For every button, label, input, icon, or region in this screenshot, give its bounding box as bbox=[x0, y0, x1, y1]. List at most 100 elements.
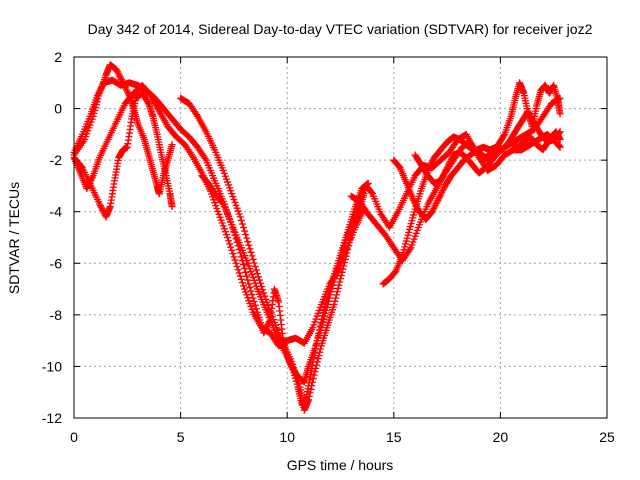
data-point bbox=[529, 117, 537, 125]
y-tick-label: 2 bbox=[54, 49, 62, 65]
data-point bbox=[330, 301, 338, 309]
data-point bbox=[248, 291, 256, 299]
y-tick-label: -12 bbox=[42, 410, 62, 426]
x-tick-label: 20 bbox=[493, 429, 509, 445]
data-point bbox=[324, 301, 332, 309]
data-point bbox=[447, 156, 455, 164]
data-point bbox=[350, 216, 358, 224]
data-point bbox=[98, 82, 106, 90]
data-point bbox=[237, 253, 245, 261]
data-point bbox=[333, 288, 341, 296]
data-point bbox=[84, 181, 92, 189]
data-point bbox=[441, 169, 449, 177]
data-point bbox=[368, 189, 376, 197]
data-point bbox=[88, 175, 96, 183]
data-point bbox=[97, 203, 105, 211]
data-point bbox=[327, 288, 335, 296]
data-point bbox=[328, 284, 336, 292]
data-point bbox=[442, 165, 450, 173]
data-point bbox=[232, 259, 240, 267]
data-point bbox=[244, 276, 252, 284]
data-point bbox=[236, 249, 244, 257]
data-point bbox=[234, 266, 242, 274]
data-point bbox=[264, 321, 272, 329]
y-tick-label: -4 bbox=[50, 204, 63, 220]
series-9 bbox=[390, 107, 564, 223]
data-point bbox=[94, 90, 102, 98]
data-point bbox=[311, 368, 319, 376]
series-10 bbox=[411, 128, 564, 187]
data-point bbox=[308, 382, 316, 390]
data-point bbox=[438, 175, 446, 183]
data-point bbox=[410, 196, 418, 204]
data-point bbox=[239, 261, 247, 269]
data-point bbox=[337, 272, 345, 280]
data-point bbox=[436, 192, 444, 200]
data-point bbox=[500, 132, 508, 140]
data-point bbox=[527, 114, 535, 122]
data-point bbox=[426, 163, 434, 171]
data-point bbox=[241, 264, 249, 272]
data-point bbox=[231, 256, 239, 264]
data-point bbox=[93, 92, 101, 100]
data-point bbox=[432, 200, 440, 208]
data-point bbox=[168, 203, 176, 211]
data-point bbox=[236, 213, 244, 221]
data-point bbox=[246, 245, 254, 253]
data-point bbox=[409, 195, 417, 203]
y-tick-label: -6 bbox=[50, 255, 63, 271]
data-point bbox=[527, 112, 535, 120]
data-point bbox=[233, 263, 241, 271]
data-point bbox=[238, 257, 246, 265]
data-point bbox=[243, 234, 251, 242]
data-point bbox=[446, 157, 454, 165]
data-point bbox=[434, 196, 442, 204]
data-point bbox=[439, 172, 447, 180]
data-point bbox=[224, 234, 232, 241]
data-point bbox=[116, 72, 124, 80]
data-point bbox=[427, 160, 435, 168]
data-point bbox=[305, 396, 313, 404]
data-point bbox=[229, 224, 237, 232]
data-point bbox=[445, 161, 453, 169]
data-point bbox=[349, 218, 357, 226]
data-point bbox=[352, 212, 360, 220]
data-point bbox=[95, 88, 103, 96]
data-point bbox=[228, 246, 236, 254]
data-point bbox=[258, 282, 266, 290]
data-point bbox=[556, 143, 564, 151]
data-point bbox=[309, 378, 317, 386]
data-point bbox=[360, 190, 368, 198]
data-point bbox=[96, 87, 104, 95]
data-point bbox=[337, 275, 344, 283]
data-point bbox=[326, 291, 334, 299]
data-point bbox=[343, 249, 351, 257]
data-point bbox=[437, 190, 445, 198]
data-point bbox=[234, 242, 242, 250]
data-point bbox=[88, 173, 96, 181]
data-point bbox=[246, 283, 254, 291]
data-point bbox=[333, 291, 341, 299]
data-point bbox=[254, 273, 262, 281]
plot-frame bbox=[73, 56, 608, 419]
data-point bbox=[242, 231, 250, 239]
data-point bbox=[253, 270, 261, 278]
data-point bbox=[244, 238, 252, 246]
data-point bbox=[230, 228, 238, 236]
data-point bbox=[231, 231, 239, 239]
data-point bbox=[329, 281, 337, 289]
data-point bbox=[329, 278, 337, 286]
data-point bbox=[235, 245, 243, 253]
data-point bbox=[114, 69, 122, 77]
data-point bbox=[98, 205, 106, 213]
data-point bbox=[431, 203, 439, 211]
data-point bbox=[313, 361, 321, 369]
x-tick-label: 0 bbox=[70, 429, 78, 445]
data-point bbox=[249, 294, 257, 302]
data-point bbox=[113, 66, 121, 74]
data-point bbox=[113, 68, 121, 76]
data-point bbox=[218, 199, 226, 207]
data-point bbox=[245, 241, 253, 249]
data-point bbox=[233, 238, 241, 246]
